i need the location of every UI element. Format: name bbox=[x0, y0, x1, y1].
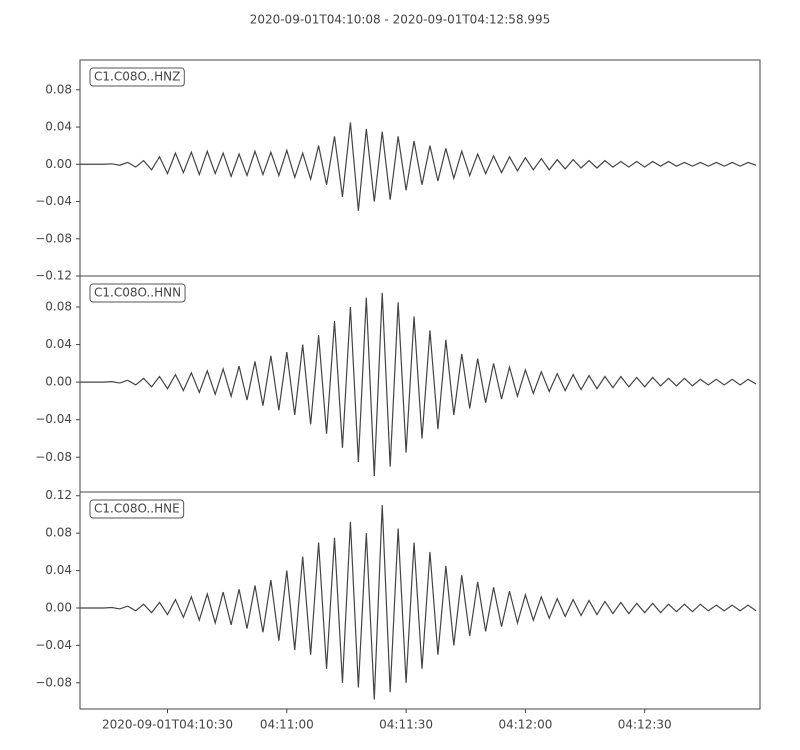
y-tick-label: 0.04 bbox=[45, 120, 72, 134]
y-tick-label: −0.12 bbox=[35, 269, 72, 283]
x-tick-label: 04:12:00 bbox=[498, 718, 552, 732]
waveform bbox=[80, 505, 757, 700]
x-tick-label: 04:11:30 bbox=[379, 718, 433, 732]
y-tick-label: 0.08 bbox=[45, 82, 72, 96]
y-tick-label: −0.08 bbox=[35, 675, 72, 689]
chart-title: 2020-09-01T04:10:08 - 2020-09-01T04:12:5… bbox=[250, 13, 551, 27]
waveform bbox=[80, 292, 757, 477]
y-tick-label: 0.04 bbox=[45, 337, 72, 351]
legend-label: C1.C08O..HNZ bbox=[94, 70, 180, 84]
legend-box bbox=[89, 67, 185, 87]
legend-box bbox=[89, 499, 185, 519]
y-tick-label: −0.08 bbox=[35, 450, 72, 464]
y-tick-label: 0.08 bbox=[45, 526, 72, 540]
legend-label: C1.C08O..HNE bbox=[94, 502, 180, 516]
legend-label: C1.C08O..HNN bbox=[94, 286, 181, 300]
x-tick-label: 04:11:00 bbox=[260, 718, 314, 732]
axes-frame bbox=[79, 491, 761, 710]
y-tick-label: −0.04 bbox=[35, 638, 72, 652]
y-tick-label: −0.04 bbox=[35, 412, 72, 426]
y-tick-label: 0.04 bbox=[45, 563, 72, 577]
x-tick-label: 2020-09-01T04:10:30 bbox=[102, 718, 233, 732]
y-tick-label: 0.00 bbox=[45, 157, 72, 171]
x-tick-label: 04:12:30 bbox=[618, 718, 672, 732]
y-tick-label: −0.08 bbox=[35, 231, 72, 245]
y-tick-label: −0.04 bbox=[35, 194, 72, 208]
legend-box bbox=[89, 283, 186, 303]
y-tick-label: 0.00 bbox=[45, 600, 72, 614]
y-tick-label: 0.08 bbox=[45, 299, 72, 313]
waveform bbox=[80, 122, 757, 211]
y-tick-label: 0.12 bbox=[45, 488, 72, 502]
y-tick-label: 0.00 bbox=[45, 375, 72, 389]
